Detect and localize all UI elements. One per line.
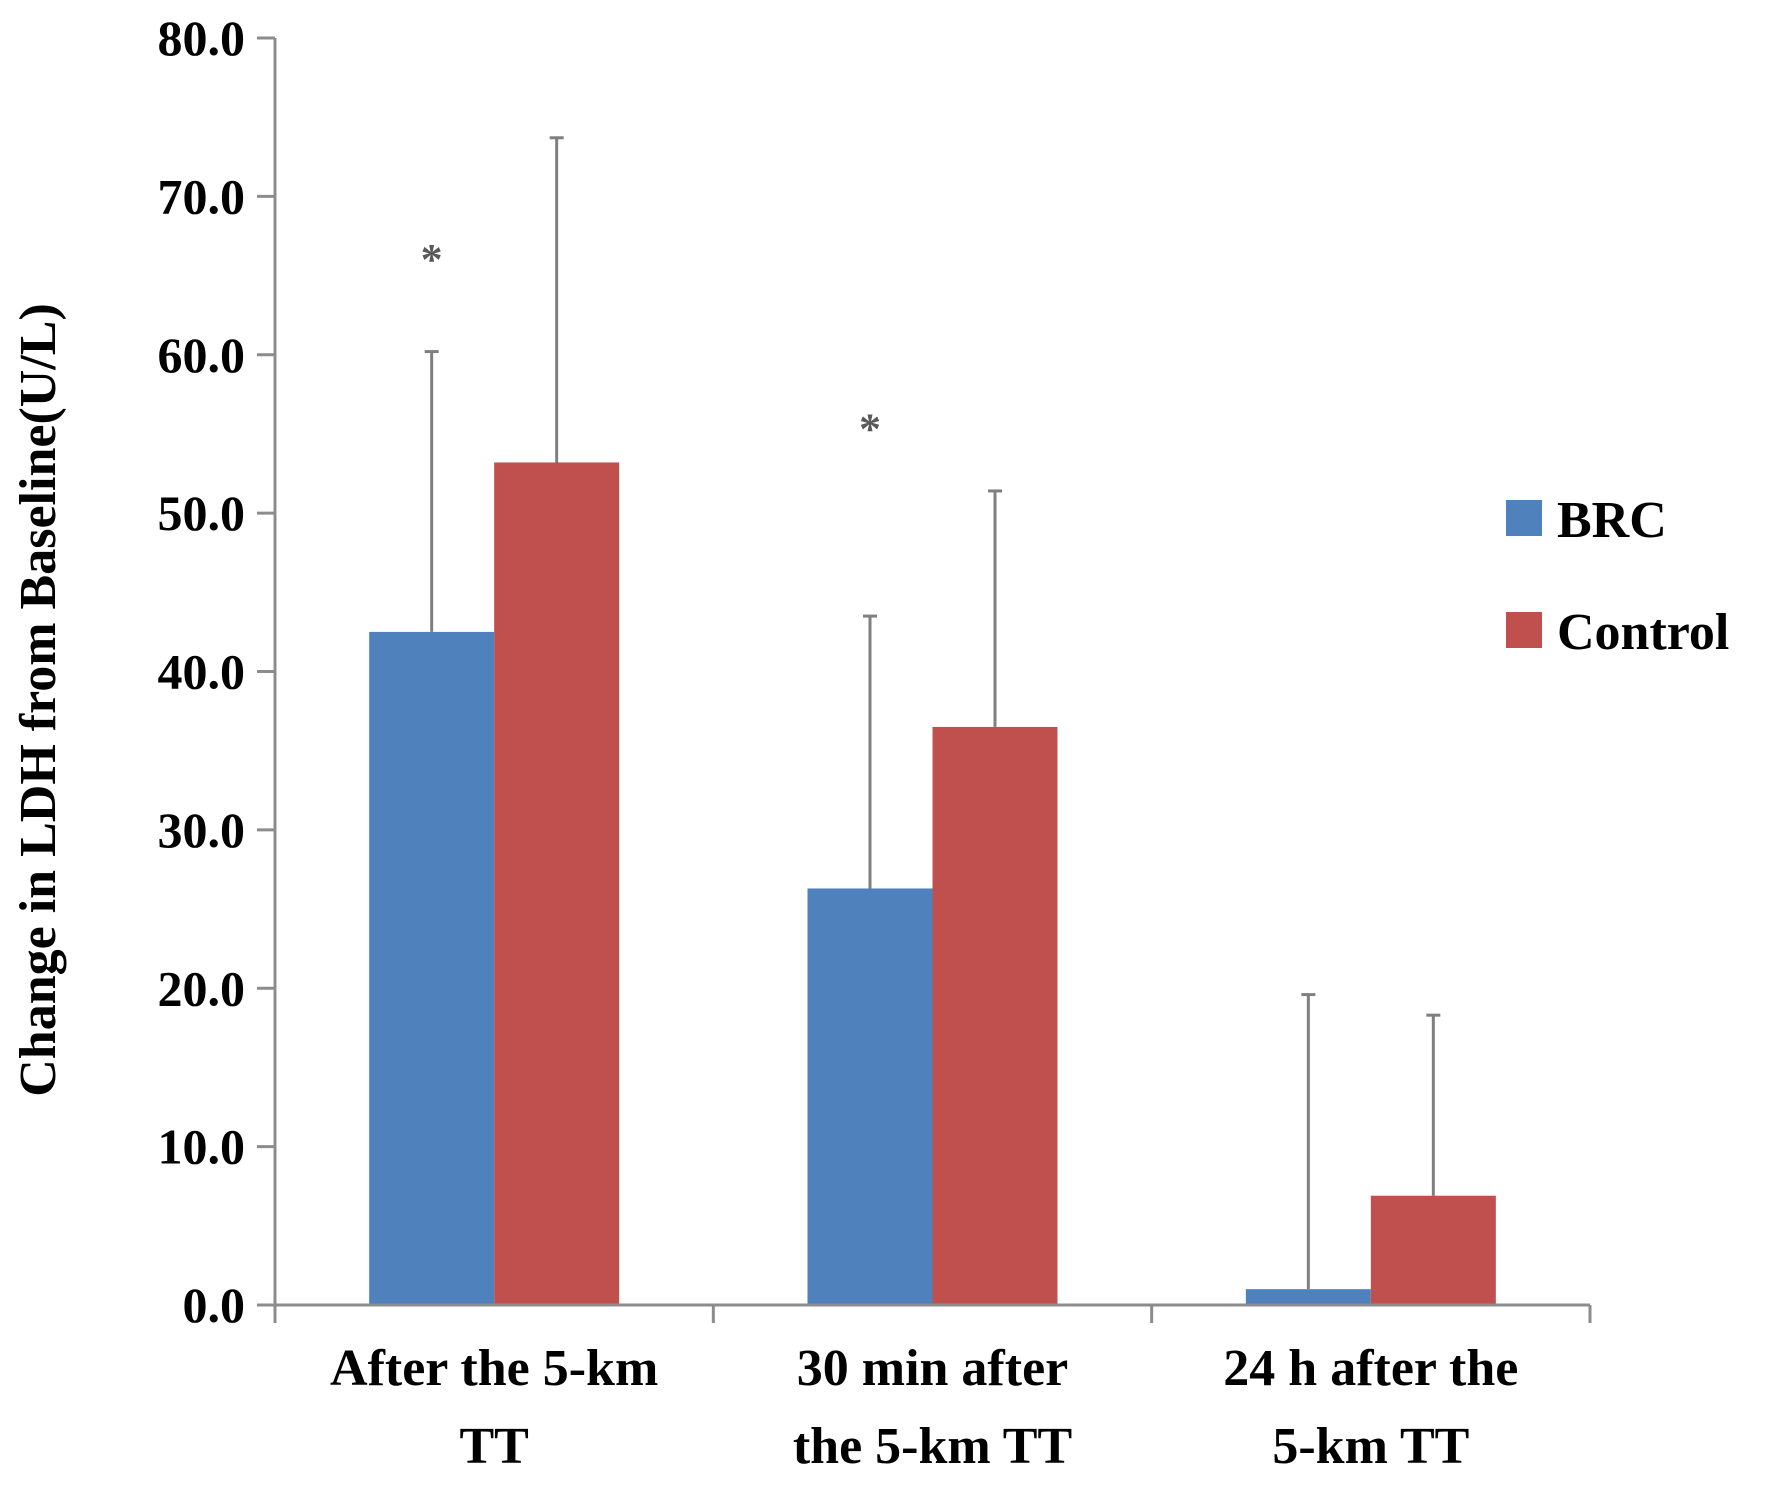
bar-brc <box>369 631 495 1305</box>
y-tick-label: 30.0 <box>158 802 246 858</box>
bars <box>369 462 1496 1305</box>
legend: BRC Control <box>1506 492 1729 661</box>
y-tick-label: 70.0 <box>158 168 246 224</box>
y-tick-label: 0.0 <box>183 1277 246 1333</box>
x-category-label: 24 h after the <box>1223 1340 1518 1397</box>
bar-control <box>932 726 1058 1305</box>
x-category-label: TT <box>459 1418 528 1475</box>
y-tick-label: 80.0 <box>158 10 246 66</box>
error-bars <box>424 136 1441 1290</box>
legend-swatch-brc <box>1506 500 1542 536</box>
x-category-label: After the 5-km <box>330 1340 658 1397</box>
x-category-label: 30 min after <box>797 1340 1068 1397</box>
significance-annotations: ** <box>421 235 881 453</box>
x-category-label: the 5-km TT <box>793 1418 1072 1475</box>
y-tick-label: 10.0 <box>158 1119 246 1175</box>
x-category-label: 5-km TT <box>1272 1418 1469 1475</box>
y-tick-label: 20.0 <box>158 960 246 1016</box>
y-axis-ticks: 0.0 10.0 20.0 30.0 40.0 50.0 60.0 70.0 80.0 <box>158 10 275 1333</box>
legend-label-control: Control <box>1557 604 1729 661</box>
significance-asterisk: * <box>421 235 443 284</box>
y-tick-label: 40.0 <box>158 644 246 700</box>
x-axis-ticks <box>273 1305 1592 1323</box>
bar-control <box>494 462 620 1305</box>
y-axis-title: Change in LDH from Baseline(U/L) <box>10 303 67 1097</box>
x-axis-labels: After the 5-km TT 30 min after the 5-km TT 2… <box>330 1340 1518 1475</box>
bar-brc <box>1245 1289 1371 1305</box>
legend-label-brc: BRC <box>1557 492 1667 549</box>
bar-brc <box>807 888 933 1305</box>
y-tick-label: 50.0 <box>158 485 246 541</box>
y-tick-label: 60.0 <box>158 327 246 383</box>
legend-swatch-control <box>1506 612 1542 648</box>
bar-control <box>1370 1195 1496 1305</box>
significance-asterisk: * <box>859 404 881 453</box>
